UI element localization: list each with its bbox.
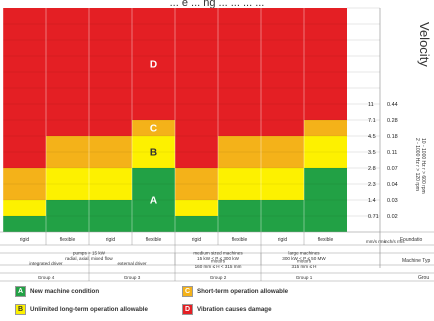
foundation-header: Foundatio (400, 237, 422, 243)
zone-d-col-6 (218, 8, 261, 136)
tick-label-mm-6: 2.3 (368, 182, 376, 188)
legend-item-d: D Vibration causes damage (182, 304, 272, 315)
legend-swatch-b: B (15, 304, 26, 315)
zone-b-col-1 (3, 200, 46, 216)
machine-type-cell-2-line-1: medium sized machines (193, 250, 243, 255)
foundation-label-6: flexible (232, 237, 248, 243)
driver-cell-3-line-2: 160 mm ≤ H < 315 mm (195, 264, 242, 269)
zone-letter-d: D (150, 60, 157, 71)
zone-b-col-2 (46, 168, 89, 200)
zone-c-col-8 (304, 120, 347, 136)
legend-item-a: A New machine condition (15, 286, 99, 297)
group-header: Grou (418, 275, 429, 281)
zone-d-col-3 (89, 8, 132, 136)
tick-label-inch-4: 0.11 (387, 150, 397, 156)
driver-cell-3-line-1: motors (211, 258, 226, 263)
tick-label-inch-2: 0.28 (387, 118, 398, 124)
legend-label-d: Vibration causes damage (197, 306, 272, 314)
zone-c-col-7 (261, 136, 304, 168)
zone-b-col-5 (175, 200, 218, 216)
zone-a-col-3 (89, 200, 132, 232)
tick-label-inch-1: 0.44 (387, 102, 398, 108)
legend-label-c: Short-term operation allowable (197, 288, 289, 296)
zone-c-col-6 (218, 136, 261, 168)
group-cell-3-line-1: Group 2 (210, 275, 227, 280)
zone-letter-a: A (150, 196, 157, 207)
tick-label-inch-7: 0.03 (387, 198, 398, 204)
frequency-text-2: 2 - 1000 Hz r > 120 rpm (414, 138, 420, 191)
zone-a-col-8 (304, 168, 347, 232)
group-cell-2-line-1: Group 3 (124, 275, 141, 280)
zone-letter-c: C (150, 124, 157, 135)
zone-b-col-8 (304, 136, 347, 168)
tick-label-mm-2: 7.1 (368, 118, 376, 124)
tick-label-mm-7: 1.4 (368, 198, 376, 204)
foundation-label-3: rigid (106, 237, 116, 243)
driver-cell-2-line-1: external driver (117, 261, 147, 266)
machine-type-cell-1-line-2: radial, axial, mixed flow (65, 256, 113, 261)
legend-swatch-c: C (182, 286, 193, 297)
group-cell-1-line-1: Group 4 (38, 275, 55, 280)
tick-label-inch-5: 0.07 (387, 166, 398, 172)
zone-d-col-5 (175, 8, 218, 168)
tick-label-mm-4: 3.5 (368, 150, 376, 156)
zone-d-col-2 (46, 8, 89, 136)
zone-c-col-1 (3, 168, 46, 200)
zone-letter-b: B (150, 148, 157, 159)
foundation-label-7: rigid (278, 237, 288, 243)
tick-label-mm-5: 2.8 (368, 166, 376, 172)
tick-label-mm-3: 4.5 (368, 134, 376, 140)
driver-cell-1-line-1: integrated driver (29, 261, 63, 266)
unit-label-mm: mm/s rms (366, 239, 386, 244)
zone-a-col-2 (46, 200, 89, 232)
tick-label-mm-1: 11 (368, 102, 374, 108)
legend-swatch-a: A (15, 286, 26, 297)
zone-d-col-1 (3, 8, 46, 168)
foundation-label-2: flexible (60, 237, 76, 243)
legend-item-c: C Short-term operation allowable (182, 286, 288, 297)
legend-item-b: B Unlimited long-term operation allowable (15, 304, 148, 315)
zone-d-col-4 (132, 8, 175, 120)
unit-label-inch: inch/s rms (384, 239, 405, 244)
figure-caption: ... e ... ng ... ... ... ... (169, 0, 265, 9)
zone-d-col-7 (261, 8, 304, 136)
zone-b-col-4 (132, 136, 175, 168)
zone-a-col-1 (3, 216, 46, 232)
legend-swatch-d: D (182, 304, 193, 315)
zone-d-col-8 (304, 8, 347, 120)
tick-label-inch-6: 0.04 (387, 182, 398, 188)
zone-b-col-7 (261, 168, 304, 200)
foundation-label-8: flexible (318, 237, 334, 243)
zone-c-col-3 (89, 136, 132, 168)
zone-a-col-5 (175, 216, 218, 232)
driver-cell-4-line-1: motors (297, 258, 312, 263)
zone-c-col-2 (46, 136, 89, 168)
legend-label-a: New machine condition (30, 288, 100, 296)
zone-a-col-6 (218, 200, 261, 232)
zone-b-col-3 (89, 168, 132, 200)
tick-label-inch-8: 0.02 (387, 214, 398, 220)
driver-cell-4-line-2: 315 mm ≤ H (292, 264, 317, 269)
foundation-label-1: rigid (20, 237, 30, 243)
machine-type-cell-2-line-2: 15 kW < P ≤ 300 kW (197, 256, 240, 261)
zone-c-col-5 (175, 168, 218, 200)
foundation-label-5: rigid (192, 237, 202, 243)
machine-type-cell-3-line-1: large machines (288, 250, 320, 255)
group-cell-4-line-1: Group 1 (296, 275, 313, 280)
zone-a-col-7 (261, 200, 304, 232)
tick-label-mm-8: 0.71 (368, 214, 379, 220)
zone-b-col-6 (218, 168, 261, 200)
foundation-label-4: flexible (146, 237, 162, 243)
zone-c-col-4 (132, 120, 175, 136)
legend-label-b: Unlimited long-term operation allowable (30, 306, 148, 314)
zone-a-col-4 (132, 168, 175, 232)
machine-type-cell-3-line-2: 300 kW < P ≤ 50 MW (282, 256, 326, 261)
machine-type-header: Machine Typ (402, 258, 430, 264)
machine-type-cell-1-line-1: pumps > 15 kW (73, 250, 106, 255)
tick-label-inch-3: 0.18 (387, 134, 398, 140)
frequency-text-1: 10 - 1000 Hz r > 600 rpm (420, 138, 426, 194)
chart-title: Velocity (417, 22, 432, 67)
